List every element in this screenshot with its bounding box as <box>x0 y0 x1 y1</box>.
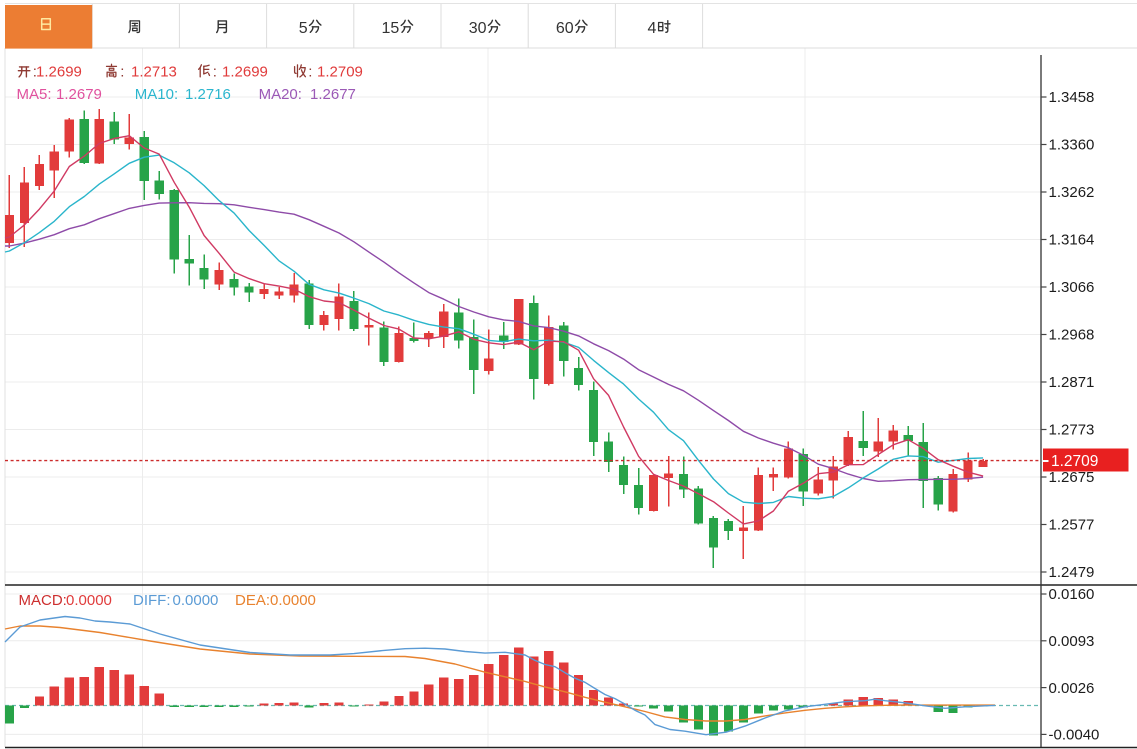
svg-text:1.3066: 1.3066 <box>1049 279 1095 296</box>
svg-text:1.3360: 1.3360 <box>1049 137 1095 154</box>
svg-text::: : <box>308 64 312 81</box>
svg-text:0.0093: 0.0093 <box>1049 633 1095 650</box>
svg-text::: : <box>33 64 37 81</box>
svg-text:1.2479: 1.2479 <box>1049 564 1095 581</box>
svg-text:DEA:: DEA: <box>235 592 270 609</box>
svg-text:1.2675: 1.2675 <box>1049 469 1095 486</box>
svg-text:0.0000: 0.0000 <box>66 592 112 609</box>
svg-text:0.0026: 0.0026 <box>1049 680 1095 697</box>
svg-text:1.2577: 1.2577 <box>1049 517 1095 534</box>
svg-text:1.2871: 1.2871 <box>1049 374 1095 391</box>
svg-text::: : <box>213 64 217 81</box>
svg-text:1.2713: 1.2713 <box>131 64 177 81</box>
svg-text:-0.0040: -0.0040 <box>1049 727 1100 744</box>
svg-text:0.0160: 0.0160 <box>1049 586 1095 603</box>
svg-text::: : <box>120 64 124 81</box>
svg-text:1.2677: 1.2677 <box>310 86 356 103</box>
svg-text:MACD:: MACD: <box>19 592 67 609</box>
svg-text:15: 15 <box>382 20 400 37</box>
svg-text:1.3164: 1.3164 <box>1049 232 1095 249</box>
svg-text:DIFF:: DIFF: <box>133 592 171 609</box>
svg-text:MA10:: MA10: <box>135 86 178 103</box>
svg-text:4: 4 <box>648 20 657 37</box>
svg-text:1.2716: 1.2716 <box>185 86 231 103</box>
svg-text:30: 30 <box>469 20 487 37</box>
svg-text:1.3262: 1.3262 <box>1049 184 1095 201</box>
svg-text:1.2773: 1.2773 <box>1049 422 1095 439</box>
svg-text:MA5:: MA5: <box>17 86 52 103</box>
svg-text:1.2699: 1.2699 <box>36 64 82 81</box>
svg-text:1.2679: 1.2679 <box>56 86 102 103</box>
svg-text:1.2709: 1.2709 <box>317 64 363 81</box>
svg-text:1.3458: 1.3458 <box>1049 89 1095 106</box>
svg-text:60: 60 <box>556 20 574 37</box>
svg-text:1.2709: 1.2709 <box>1051 453 1098 470</box>
svg-text:MA20:: MA20: <box>259 86 302 103</box>
svg-text:1.2699: 1.2699 <box>222 64 268 81</box>
svg-text:1.2968: 1.2968 <box>1049 327 1095 344</box>
svg-text:5: 5 <box>299 20 308 37</box>
svg-text:0.0000: 0.0000 <box>173 592 219 609</box>
svg-text:0.0000: 0.0000 <box>270 592 316 609</box>
